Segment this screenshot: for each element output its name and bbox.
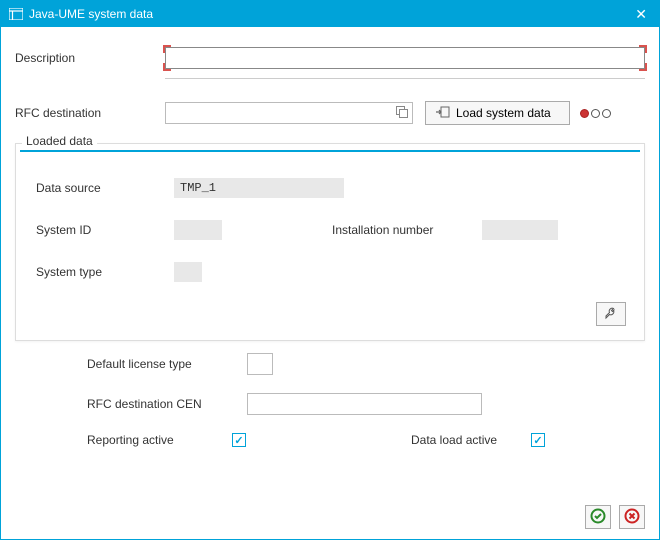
settings-button[interactable] xyxy=(596,302,626,326)
system-id-label: System ID xyxy=(36,223,174,237)
group-underline xyxy=(20,150,640,152)
focus-corner-icon xyxy=(163,63,171,71)
wrench-icon xyxy=(604,306,618,323)
dialog-window: Java-UME system data ✕ Description RFC d… xyxy=(0,0,660,540)
system-type-value xyxy=(174,262,202,282)
load-system-data-button[interactable]: Load system data xyxy=(425,101,570,125)
status-dot-off xyxy=(602,109,611,118)
data-source-label: Data source xyxy=(36,181,174,195)
window-icon xyxy=(9,8,23,20)
default-license-type-input[interactable] xyxy=(247,353,273,375)
installation-number-value xyxy=(482,220,558,240)
cancel-button[interactable] xyxy=(619,505,645,529)
data-source-value: TMP_1 xyxy=(174,178,344,198)
rfc-destination-label: RFC destination xyxy=(15,106,165,120)
ok-button[interactable] xyxy=(585,505,611,529)
focus-corner-icon xyxy=(639,45,647,53)
reporting-active-checkbox[interactable]: ✓ xyxy=(232,433,246,447)
dialog-footer xyxy=(1,499,659,539)
default-license-type-label: Default license type xyxy=(87,357,247,371)
import-icon xyxy=(436,106,450,121)
titlebar: Java-UME system data ✕ xyxy=(1,1,659,27)
status-dot-red xyxy=(580,109,589,118)
data-load-active-label: Data load active xyxy=(411,433,531,447)
focus-corner-icon xyxy=(639,63,647,71)
installation-number-label: Installation number xyxy=(332,223,482,237)
load-system-data-label: Load system data xyxy=(456,106,551,120)
system-id-value xyxy=(174,220,222,240)
cancel-circle-icon xyxy=(624,508,640,527)
check-circle-icon xyxy=(590,508,606,527)
close-button[interactable]: ✕ xyxy=(631,6,651,23)
rfc-destination-cen-label: RFC destination CEN xyxy=(87,397,247,411)
description-label: Description xyxy=(15,51,165,65)
lower-section: Default license type RFC destination CEN… xyxy=(15,341,645,447)
description-underline xyxy=(165,77,645,79)
system-type-label: System type xyxy=(36,265,174,279)
description-input[interactable] xyxy=(165,47,645,69)
focus-corner-icon xyxy=(163,45,171,53)
rfc-destination-input[interactable] xyxy=(165,102,413,124)
window-title: Java-UME system data xyxy=(29,7,631,21)
data-load-active-checkbox[interactable]: ✓ xyxy=(531,433,545,447)
traffic-light-status xyxy=(580,109,611,118)
dialog-body: Description RFC destination Load xyxy=(1,27,659,499)
status-dot-off xyxy=(591,109,600,118)
rfc-destination-cen-input[interactable] xyxy=(247,393,482,415)
reporting-active-label: Reporting active xyxy=(87,433,232,447)
loaded-data-group: Loaded data Data source TMP_1 System ID … xyxy=(15,143,645,341)
loaded-data-title: Loaded data xyxy=(22,134,97,148)
value-help-icon[interactable] xyxy=(396,106,408,121)
